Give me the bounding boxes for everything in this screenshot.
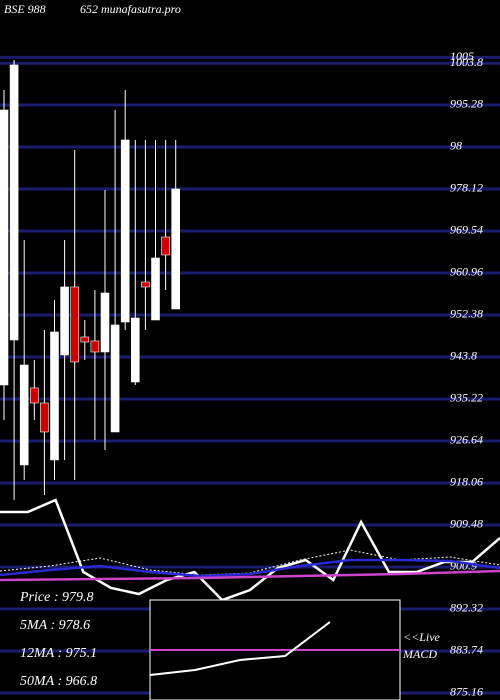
y-tick-label: 892.32	[450, 601, 483, 615]
y-tick-label: 952.38	[450, 307, 483, 321]
macd-label: MACD	[402, 647, 437, 661]
candle-body	[110, 324, 120, 433]
candle-body	[161, 236, 170, 256]
candle-body	[9, 64, 19, 341]
y-tick-label: 943.8	[450, 349, 477, 363]
chart-subtitle: 652 munafasutra.pro	[80, 2, 181, 16]
candle-body	[0, 109, 9, 386]
candle-body	[19, 364, 29, 466]
y-tick-label: 883.74	[450, 643, 483, 657]
y-tick-label: 1003.8	[450, 55, 483, 69]
y-tick-label: 978.12	[450, 181, 483, 195]
y-tick-label: 1005	[450, 49, 474, 63]
candle-body	[141, 281, 150, 288]
y-tick-label: 909.48	[450, 517, 483, 531]
candle-body	[80, 336, 90, 343]
candle-body	[60, 286, 69, 356]
candle-body	[90, 340, 100, 353]
y-tick-label: 926.64	[450, 433, 483, 447]
macd-line	[149, 621, 331, 676]
info-text: Price : 979.8	[19, 590, 93, 605]
candle-body	[131, 317, 140, 383]
y-tick-label: 960.96	[450, 265, 483, 279]
candle-body	[100, 292, 110, 353]
y-tick-label: 918.06	[450, 475, 483, 489]
y-tick-label: 875.16	[450, 685, 483, 699]
chart-title: BSE 988	[4, 2, 46, 16]
overlay-line	[0, 569, 500, 582]
y-tick-label: 98	[450, 139, 462, 153]
candle-body	[70, 286, 79, 363]
y-tick-label: 995.28	[450, 97, 483, 111]
candle-body	[171, 188, 180, 310]
candle-body	[151, 257, 160, 321]
live-label: <<Live	[403, 630, 441, 644]
overlay-line	[0, 498, 500, 602]
info-text: 12MA : 975.1	[20, 646, 97, 661]
candle-body	[40, 402, 49, 433]
candle-body	[120, 139, 130, 323]
info-text: 50MA : 966.8	[20, 674, 97, 689]
y-tick-label: 969.54	[450, 223, 483, 237]
info-text: 5MA : 978.6	[20, 618, 90, 633]
overlay-line	[0, 558, 500, 578]
candle-body	[29, 387, 39, 404]
candle-body	[50, 331, 59, 461]
y-tick-label: 935.22	[450, 391, 483, 405]
